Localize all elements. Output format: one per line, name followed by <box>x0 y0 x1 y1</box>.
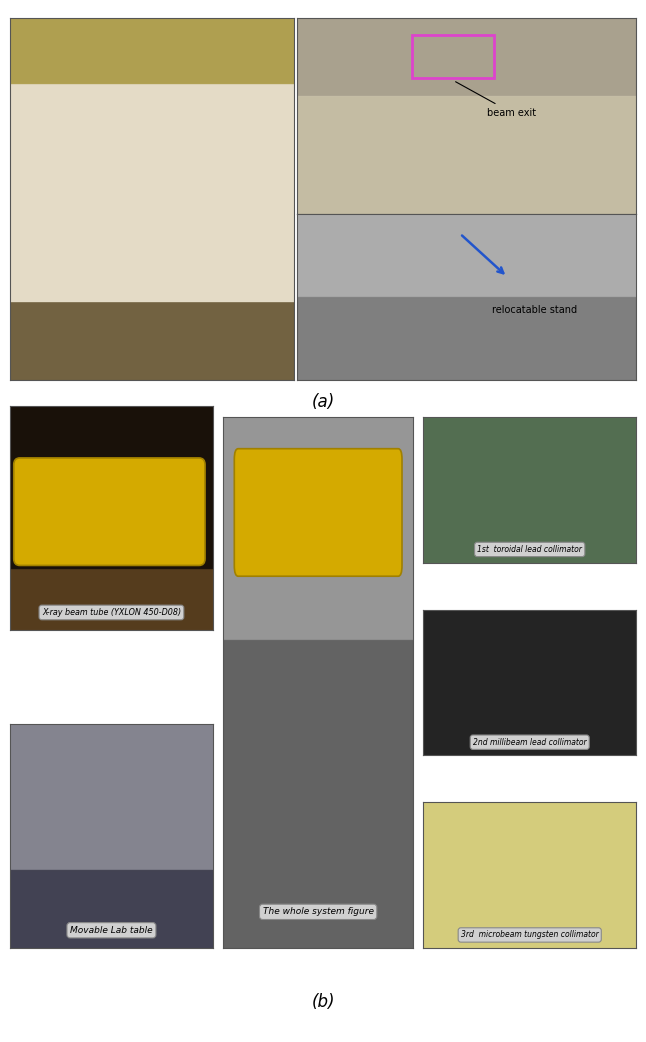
Bar <box>297 214 636 297</box>
Text: 2nd millibeam lead collimator: 2nd millibeam lead collimator <box>473 738 587 747</box>
Bar <box>10 568 213 630</box>
Bar <box>297 297 636 380</box>
Text: The whole system figure: The whole system figure <box>263 908 373 916</box>
Bar <box>10 83 294 300</box>
Bar <box>10 724 213 870</box>
Bar <box>10 406 213 568</box>
FancyBboxPatch shape <box>234 449 402 576</box>
Text: relocatable stand: relocatable stand <box>492 305 577 316</box>
Text: X-ray beam tube (YXLON 450-D08): X-ray beam tube (YXLON 450-D08) <box>42 607 181 617</box>
Text: (a): (a) <box>311 393 335 412</box>
Text: 3rd  microbeam tungsten collimator: 3rd microbeam tungsten collimator <box>461 931 599 940</box>
Text: (b): (b) <box>311 993 335 1012</box>
Bar <box>10 870 213 948</box>
Text: beam exit: beam exit <box>455 81 536 118</box>
Bar <box>10 300 294 380</box>
Text: 1st  toroidal lead collimator: 1st toroidal lead collimator <box>477 545 582 554</box>
Bar <box>223 417 413 640</box>
Bar <box>297 96 636 214</box>
FancyBboxPatch shape <box>14 457 205 566</box>
Text: Movable Lab table: Movable Lab table <box>70 925 152 935</box>
Bar <box>223 640 413 948</box>
Bar <box>297 18 636 96</box>
Bar <box>10 18 294 83</box>
